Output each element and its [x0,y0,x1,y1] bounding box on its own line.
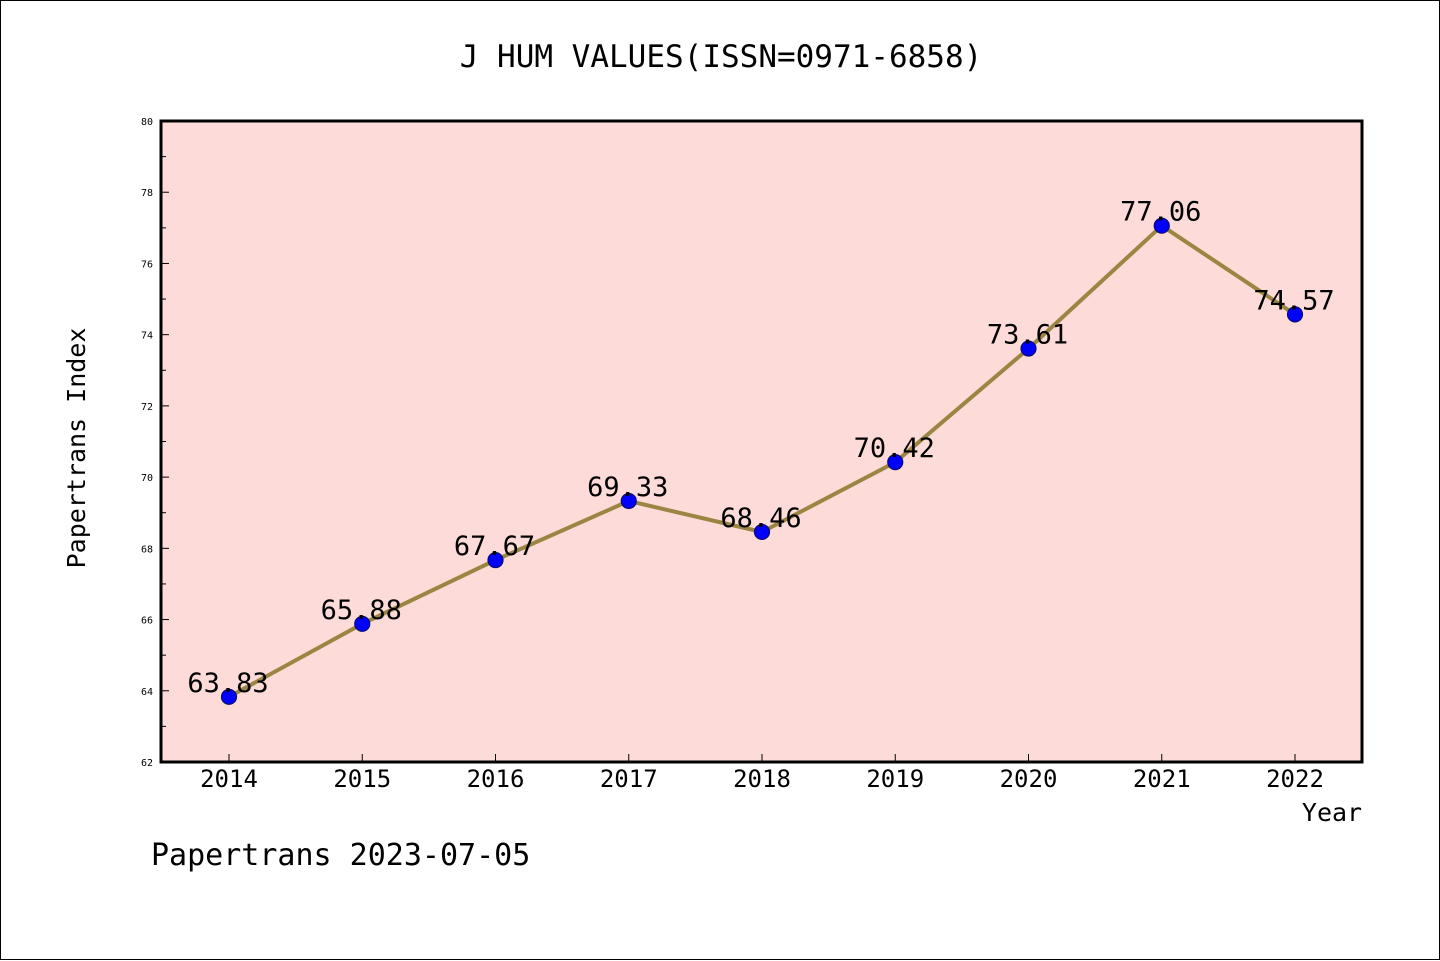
x-tick-label: 2016 [467,765,525,793]
data-point [1020,340,1037,357]
data-point [620,492,637,510]
x-tick-label: 2022 [1266,765,1324,793]
footer-text: Papertrans 2023-07-05 [151,838,530,873]
y-tick-label: 66 [141,616,153,627]
y-tick-label: 76 [141,259,153,270]
data-point [487,551,504,569]
y-tick-label: 74 [141,331,153,342]
x-tick-label: 2018 [733,765,791,793]
data-label: 70.42 [854,433,935,464]
data-label: 74.57 [1253,285,1334,316]
data-labels: 63.83 65.88 67.67 69.33 68.46 70.42 73.61 77.06… [187,197,1334,699]
y-tick-label: 64 [141,687,153,698]
y-tick-label: 68 [141,544,153,555]
data-point [887,454,904,471]
x-tick-label: 2015 [333,765,391,793]
y-tick-label: 62 [141,758,153,769]
x-tick-labels: 2014 2015 2016 2017 2018 2019 2020 2021 2022 [200,765,1324,793]
axis-ticks [161,120,1296,763]
y-tick-label: 70 [141,473,153,484]
data-label: 67.67 [454,531,535,562]
data-label: 73.61 [987,320,1068,351]
x-tick-label: 2019 [866,765,924,793]
data-markers [220,217,1304,705]
y-tick-label: 72 [141,402,153,413]
data-label: 65.88 [321,595,402,626]
y-tick-labels: 62 64 66 68 70 72 74 76 78 80 [141,117,153,769]
y-axis-label: Papertrans Index [62,328,91,569]
y-tick-label: 78 [141,188,153,199]
x-tick-label: 2014 [200,765,258,793]
data-label: 63.83 [187,668,268,699]
x-tick-label: 2017 [600,765,658,793]
x-tick-label: 2021 [1133,765,1191,793]
y-tick-label: 80 [141,117,153,128]
x-axis-label: Year [1302,798,1362,827]
data-point [753,523,771,541]
x-tick-label: 2020 [1000,765,1058,793]
data-label: 77.06 [1120,197,1201,228]
data-point [354,615,371,632]
data-point [1286,306,1304,323]
data-label: 68.46 [720,503,801,534]
data-point [1153,217,1170,234]
data-label: 69.33 [587,472,668,503]
chart-title: J HUM VALUES(ISSN=0971-6858) [460,39,983,75]
data-point [220,688,238,705]
